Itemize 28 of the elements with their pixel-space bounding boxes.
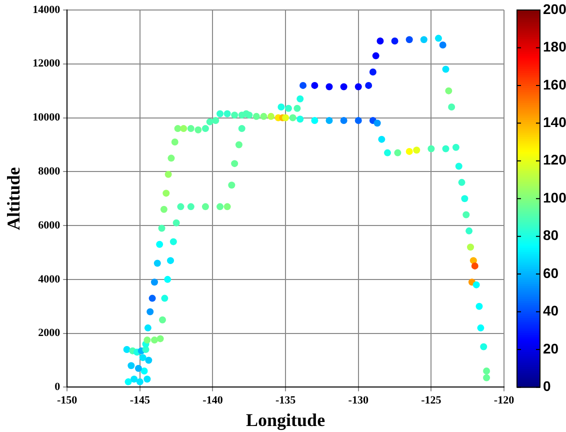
x-tick-label: -130 (348, 394, 369, 407)
x-tick-label: -125 (421, 394, 442, 407)
y-axis-title: Altitude (3, 167, 24, 230)
color-bar-label: 100 (543, 189, 566, 206)
y-tick-label: 10000 (32, 112, 61, 124)
color-bar-label: 20 (543, 340, 559, 356)
color-bar-label: 180 (543, 38, 566, 55)
y-tick-label: 8000 (38, 166, 61, 178)
y-tick-label: 6000 (38, 219, 61, 232)
color-bar-label: 80 (543, 227, 559, 244)
color-bar-label: 0 (543, 378, 551, 394)
color-bar-label: 160 (543, 76, 566, 92)
y-tick-label: 12000 (32, 58, 61, 70)
x-tick-label: -140 (202, 394, 224, 407)
x-tick-label: -150 (57, 394, 78, 407)
color-bar-label: 120 (543, 152, 566, 168)
x-tick-label: -120 (494, 394, 515, 407)
color-bar-label: 40 (543, 302, 559, 319)
x-tick-label: -135 (275, 394, 296, 407)
y-tick-label: 4000 (38, 273, 61, 286)
y-tick-label: 0 (54, 381, 61, 394)
color-bar-label: 140 (543, 114, 566, 130)
y-tick-label: 14000 (32, 4, 61, 16)
color-bar-label: 200 (543, 0, 566, 17)
color-bar-label: 60 (543, 264, 559, 281)
x-axis-title: Longitude (246, 410, 326, 430)
x-tick-label: -145 (130, 394, 150, 407)
y-tick-label: 2000 (38, 327, 61, 340)
